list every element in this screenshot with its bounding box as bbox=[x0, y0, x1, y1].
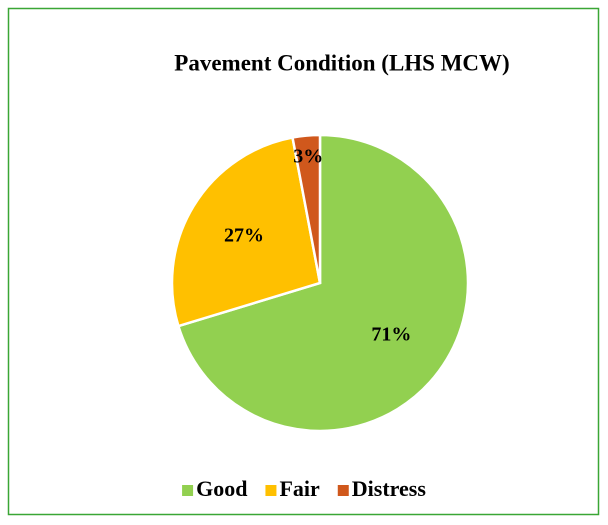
pie-slice bbox=[176, 133, 470, 433]
legend-swatch bbox=[182, 485, 194, 496]
legend-label: Fair bbox=[279, 476, 320, 501]
legend-label: Good bbox=[196, 476, 247, 501]
pie-slice bbox=[291, 133, 322, 284]
legend-swatch bbox=[337, 485, 349, 496]
data-label: 27% bbox=[224, 225, 264, 247]
chart-title: Pavement Condition (LHS MCW) bbox=[174, 50, 509, 75]
legend-swatch bbox=[265, 485, 277, 496]
data-label: 3% bbox=[293, 145, 323, 167]
legend-label: Distress bbox=[352, 476, 427, 501]
data-label: 71% bbox=[371, 323, 411, 345]
pie-slice bbox=[170, 136, 322, 328]
